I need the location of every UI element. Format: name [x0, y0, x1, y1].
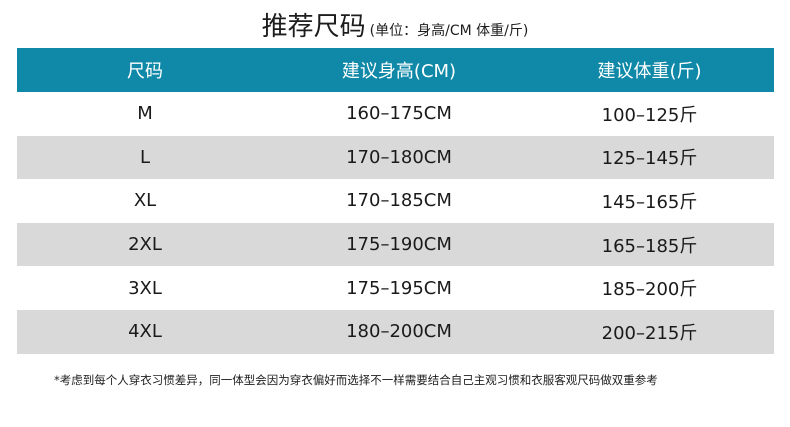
table-row: 3XL 175–195CM 185–200斤 [17, 266, 774, 310]
weight-cell: 125–145斤 [601, 148, 698, 170]
height-cell: 160–175CM [346, 103, 452, 125]
height-cell: 175–190CM [346, 234, 452, 256]
size-cell: XL [133, 190, 157, 212]
size-cell: 3XL [128, 277, 162, 299]
size-cell: M [137, 103, 153, 125]
height-cell: 170–180CM [346, 146, 452, 168]
header-size: 尺码 [127, 61, 163, 82]
weight-cell: 165–185斤 [601, 235, 698, 257]
table-row: 4XL 180–200CM 200–215斤 [17, 309, 774, 354]
size-cell: 2XL [128, 234, 162, 256]
weight-cell: 100–125斤 [601, 104, 698, 126]
header-weight: 建议体重(斤) [597, 61, 702, 82]
unit-subtitle: (单位：身高/CM 体重/斤) [369, 23, 529, 39]
table-row: M 160–175CM 100–125斤 [17, 92, 774, 136]
table-row: L 170–180CM 125–145斤 [17, 135, 774, 180]
header-height: 建议身高(CM) [341, 61, 457, 82]
weight-cell: 185–200斤 [601, 279, 698, 301]
size-cell: 4XL [128, 321, 162, 343]
height-cell: 175–195CM [346, 277, 452, 299]
table-row: XL 170–185CM 145–165斤 [17, 179, 774, 223]
footnote: *考虑到每个人穿衣习惯差异，同一体型会因为穿衣偏好而选择不一样需要结合自己主观习… [54, 373, 658, 387]
size-chart-title: 推荐尺码 (单位：身高/CM 体重/斤) [0, 6, 790, 44]
weight-cell: 200–215斤 [601, 322, 698, 344]
height-cell: 170–185CM [346, 190, 452, 212]
height-cell: 180–200CM [346, 321, 452, 343]
page-title: 推荐尺码 [261, 12, 366, 42]
table-row: 2XL 175–190CM 165–185斤 [17, 222, 774, 267]
weight-cell: 145–165斤 [601, 191, 698, 213]
table-header: 尺码 建议身高(CM) 建议体重(斤) [17, 48, 774, 92]
size-cell: L [139, 146, 151, 168]
size-table: 尺码 建议身高(CM) 建议体重(斤) M 160–175CM 100–125斤… [17, 48, 774, 354]
